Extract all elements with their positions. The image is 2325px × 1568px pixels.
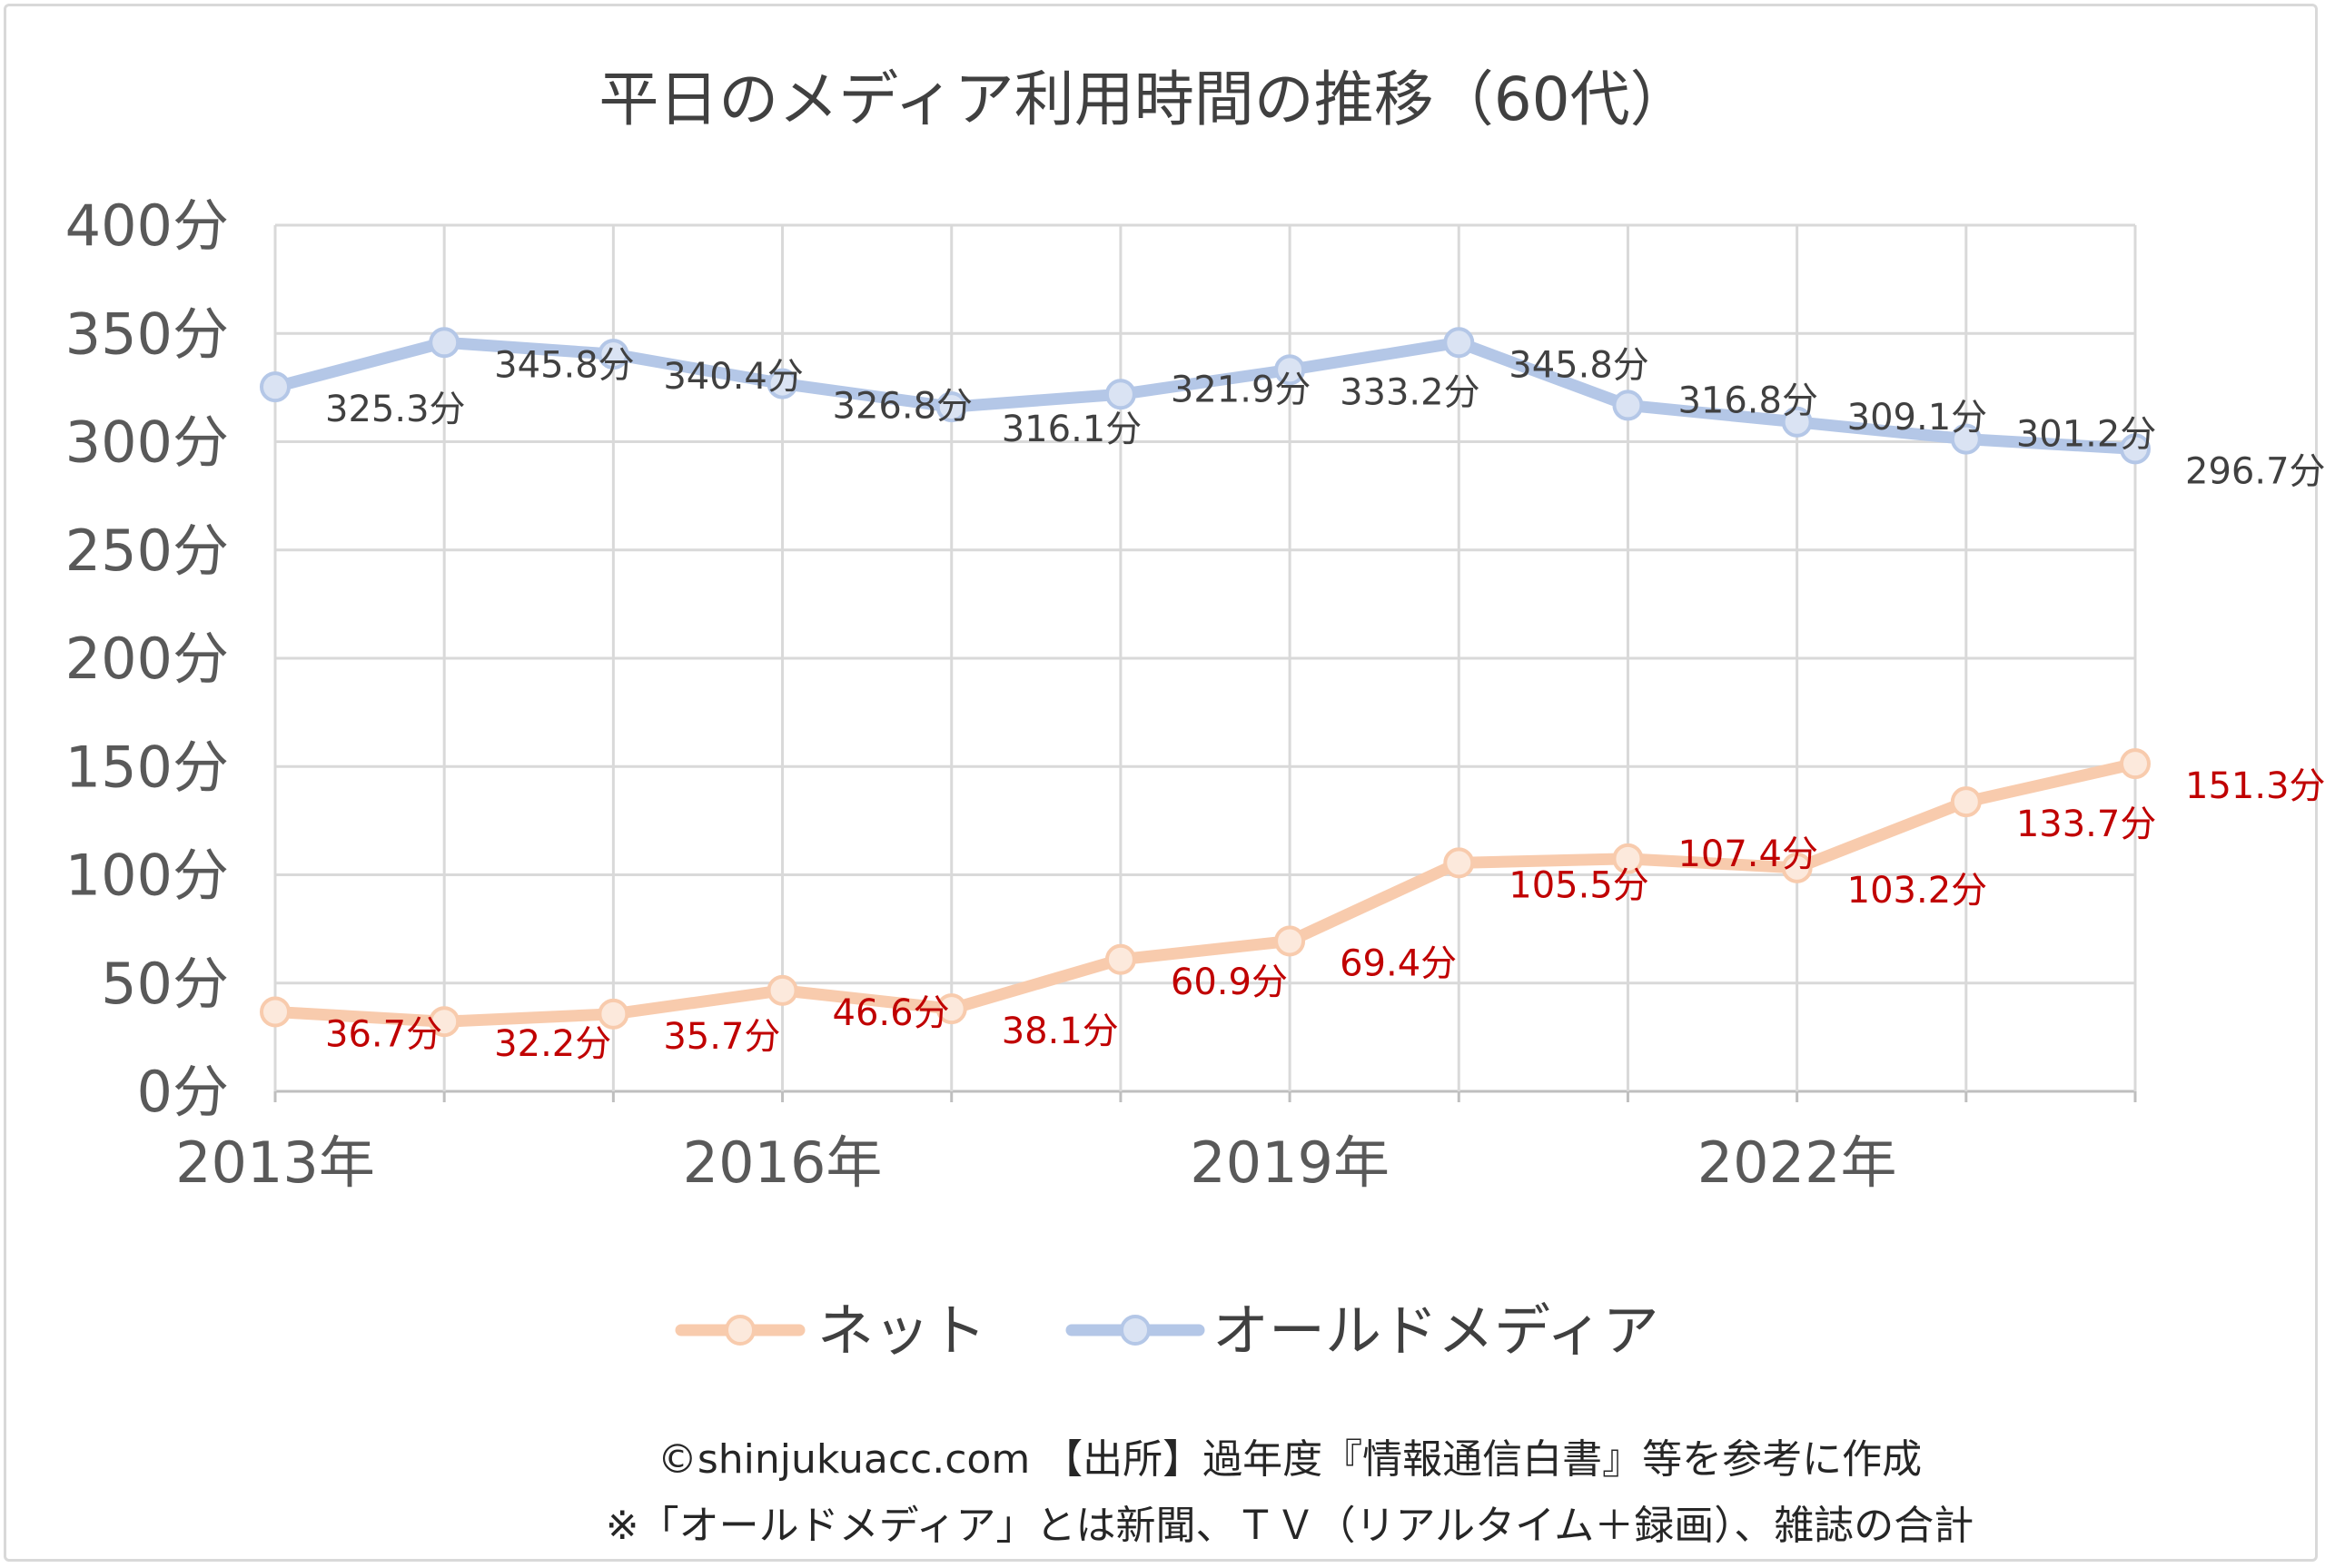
y-tick-label: 150分 — [65, 734, 229, 800]
data-label: 35.7分 — [663, 1016, 780, 1058]
y-tick-label: 0分 — [137, 1059, 229, 1125]
data-point-marker — [260, 996, 291, 1028]
y-tick-label: 300分 — [65, 409, 229, 476]
y-tick-label: 400分 — [65, 192, 229, 259]
data-point-marker — [1781, 852, 1813, 883]
data-label: 325.3分 — [325, 389, 466, 430]
series-line — [269, 336, 2142, 455]
x-tick-label: 2013年 — [175, 1129, 375, 1196]
data-point-marker — [1104, 943, 1136, 975]
data-label: 333.2分 — [1340, 371, 1480, 413]
x-tick-label: 2016年 — [683, 1129, 883, 1196]
x-tick-label: 2019年 — [1190, 1129, 1390, 1196]
data-label: 345.8分 — [494, 344, 635, 386]
y-tick-label: 100分 — [65, 843, 229, 909]
data-point-marker — [767, 368, 798, 399]
data-point-marker — [1612, 843, 1644, 874]
data-point-marker — [429, 327, 460, 359]
data-label: 326.8分 — [833, 386, 974, 428]
data-point-marker — [1104, 379, 1136, 410]
x-tick-label: 2022年 — [1697, 1129, 1897, 1196]
data-point-marker — [1950, 423, 1982, 455]
data-label: 105.5分 — [1509, 864, 1649, 906]
data-point-marker — [2120, 748, 2151, 780]
data-point-marker — [1274, 925, 1306, 957]
data-point-marker — [598, 998, 629, 1030]
data-point-marker — [1274, 354, 1306, 386]
y-tick-label: 350分 — [65, 301, 229, 367]
data-label: 296.7分 — [2185, 450, 2325, 492]
data-label: 69.4分 — [1340, 942, 1457, 984]
y-axis-ticks: 0分 50分 100分 150分 200分 250分 300分 350分 400分 — [65, 192, 229, 1125]
data-label: 309.1分 — [1847, 397, 1988, 439]
data-labels: 36.7分 32.2分 35.7分 46.6分 38.1分 60.9分 69.4分 105.5… — [325, 344, 2325, 1065]
data-point-marker — [935, 993, 967, 1025]
data-point-marker — [1443, 327, 1475, 359]
data-label: 103.2分 — [1847, 870, 1988, 912]
y-tick-label: 250分 — [65, 518, 229, 584]
data-label: 151.3分 — [2185, 765, 2325, 807]
series-line — [269, 757, 2142, 1028]
data-label: 107.4分 — [1677, 833, 1818, 875]
data-point-marker — [935, 391, 967, 423]
data-label: 345.8分 — [1509, 344, 1649, 386]
data-point-marker — [767, 974, 798, 1006]
data-point-marker — [260, 371, 291, 403]
data-label: 32.2分 — [494, 1023, 611, 1065]
footer-note: ※「オールドメディア」とは新聞、ＴＶ（リアルタイム＋録画）、雑誌の合計 — [606, 1503, 1974, 1549]
chart-title: 平日のメディア利用時間の推移（60代） — [599, 64, 1689, 134]
data-label: 340.4分 — [663, 356, 804, 398]
legend: ネット オールドメディア — [675, 1297, 1659, 1364]
data-point-marker — [1443, 847, 1475, 879]
series-lines — [260, 327, 2151, 1038]
data-point-marker — [1950, 786, 1982, 818]
data-label: 316.8分 — [1677, 380, 1818, 421]
data-label: 301.2分 — [2016, 414, 2157, 456]
data-label: 316.1分 — [1002, 409, 1143, 450]
data-label: 36.7分 — [325, 1013, 442, 1055]
chart-frame — [4, 4, 2318, 1562]
data-point-marker — [1612, 390, 1644, 421]
legend-marker — [725, 1315, 756, 1346]
data-label: 133.7分 — [2016, 804, 2157, 845]
data-label: 60.9分 — [1171, 962, 1288, 1003]
data-label: 46.6分 — [833, 992, 950, 1034]
data-point-marker — [1781, 406, 1813, 438]
y-tick-label: 200分 — [65, 626, 229, 692]
legend-marker — [1120, 1315, 1151, 1346]
data-point-marker — [2120, 433, 2151, 465]
legend-label: オールドメディア — [1212, 1297, 1659, 1364]
footer-source: ©shinjukuacc.com 【出所】過年度『情報通信白書』等を参考に作成 — [658, 1436, 1922, 1483]
gridlines — [273, 223, 2137, 1102]
data-label: 38.1分 — [1002, 1011, 1119, 1052]
data-point-marker — [598, 339, 629, 370]
x-axis-ticks: 2013年 2016年 2019年 2022年 — [175, 1129, 1896, 1196]
y-tick-label: 50分 — [101, 951, 229, 1017]
data-label: 321.9分 — [1171, 369, 1311, 410]
legend-label: ネット — [817, 1297, 986, 1364]
data-point-marker — [429, 1006, 460, 1038]
